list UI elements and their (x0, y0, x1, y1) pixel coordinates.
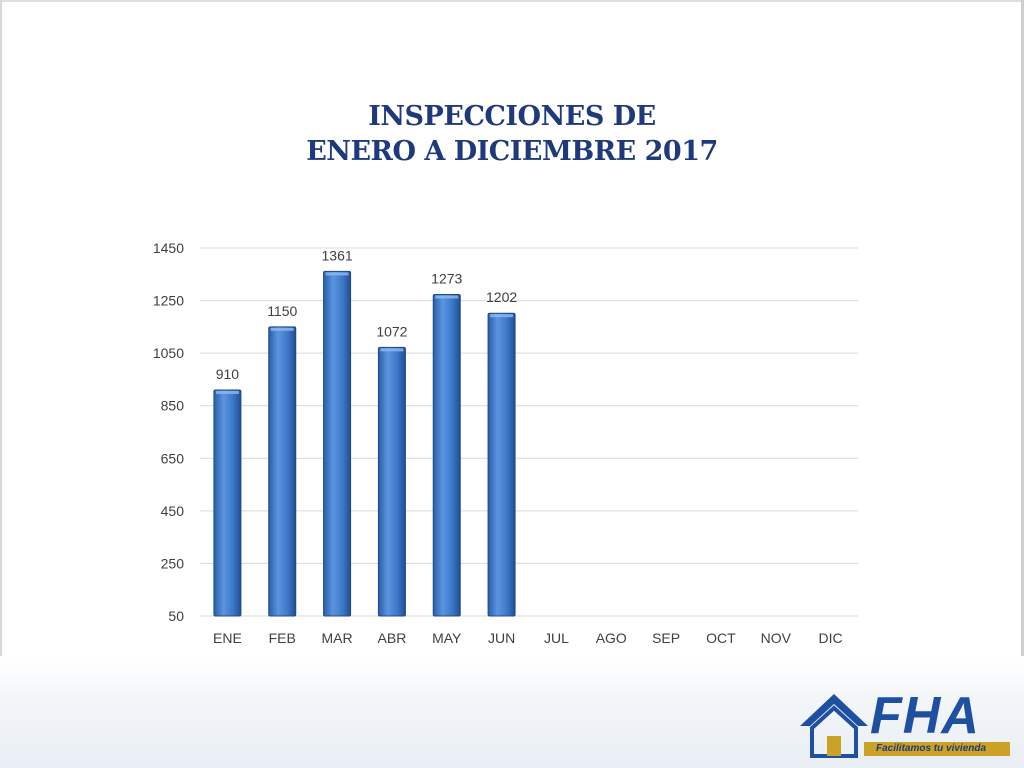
bars (213, 270, 516, 617)
bar-chart: 910 1150 1361 1072 1273 1202 50 250 450 650 850 10… (153, 240, 858, 646)
x-tick-label: ABR (378, 630, 407, 646)
y-tick-label: 1450 (153, 240, 184, 256)
bar-feb (268, 326, 297, 617)
footer-band (0, 656, 1024, 768)
slide-border-right (1021, 0, 1024, 656)
bar-highlight (325, 272, 349, 276)
x-tick-label: OCT (706, 630, 736, 646)
bar-ene (213, 389, 242, 617)
x-tick-label: MAY (432, 630, 462, 646)
y-tick-label: 250 (161, 555, 185, 571)
chart-title-line2: ENERO A DICIEMBRE 2017 (306, 136, 718, 167)
fha-logo: FHA Facilitamos tu vivienda (798, 688, 1012, 760)
bar-highlight (490, 314, 514, 318)
bar-highlight (380, 348, 404, 352)
y-tick-label: 850 (161, 398, 185, 414)
bar-highlight (270, 327, 294, 331)
y-tick-label: 450 (161, 503, 185, 519)
y-tick-label: 1250 (153, 293, 184, 309)
y-axis: 50 250 450 650 850 1050 1250 1450 (153, 240, 184, 624)
x-axis: ENE FEB MAR ABR MAY JUN JUL AGO SEP OCT NOV DIC (213, 630, 843, 646)
x-tick-label: ENE (213, 630, 242, 646)
y-tick-label: 50 (168, 608, 184, 624)
data-label: 1150 (267, 303, 297, 319)
data-label: 1072 (376, 323, 407, 339)
data-labels: 910 1150 1361 1072 1273 1202 (216, 247, 518, 382)
slide-border-top (0, 0, 1024, 2)
y-tick-label: 650 (161, 450, 185, 466)
bar-jun (487, 312, 516, 617)
x-tick-label: MAR (322, 630, 353, 646)
x-tick-label: SEP (652, 630, 680, 646)
bar-may (432, 294, 461, 617)
x-tick-label: DIC (819, 630, 843, 646)
data-label: 1361 (322, 247, 353, 263)
x-tick-label: AGO (596, 630, 627, 646)
slide-border-left (0, 0, 2, 656)
logo-text: FHA (870, 687, 980, 745)
x-tick-label: JUL (544, 630, 569, 646)
gridlines (200, 247, 858, 617)
bar-highlight (215, 390, 239, 394)
chart-title-line1: INSPECCIONES DE (368, 101, 656, 132)
data-label: 910 (216, 366, 240, 382)
bar-highlight (435, 295, 459, 299)
house-icon (800, 694, 868, 758)
data-label: 1273 (431, 271, 462, 287)
x-tick-label: JUN (488, 630, 515, 646)
bar-mar (323, 270, 352, 617)
data-label: 1202 (486, 289, 517, 305)
x-tick-label: FEB (269, 630, 296, 646)
x-tick-label: NOV (761, 630, 792, 646)
logo-tagline: Facilitamos tu vivienda (864, 742, 1010, 756)
bar-abr (377, 346, 406, 617)
y-tick-label: 1050 (153, 345, 184, 361)
